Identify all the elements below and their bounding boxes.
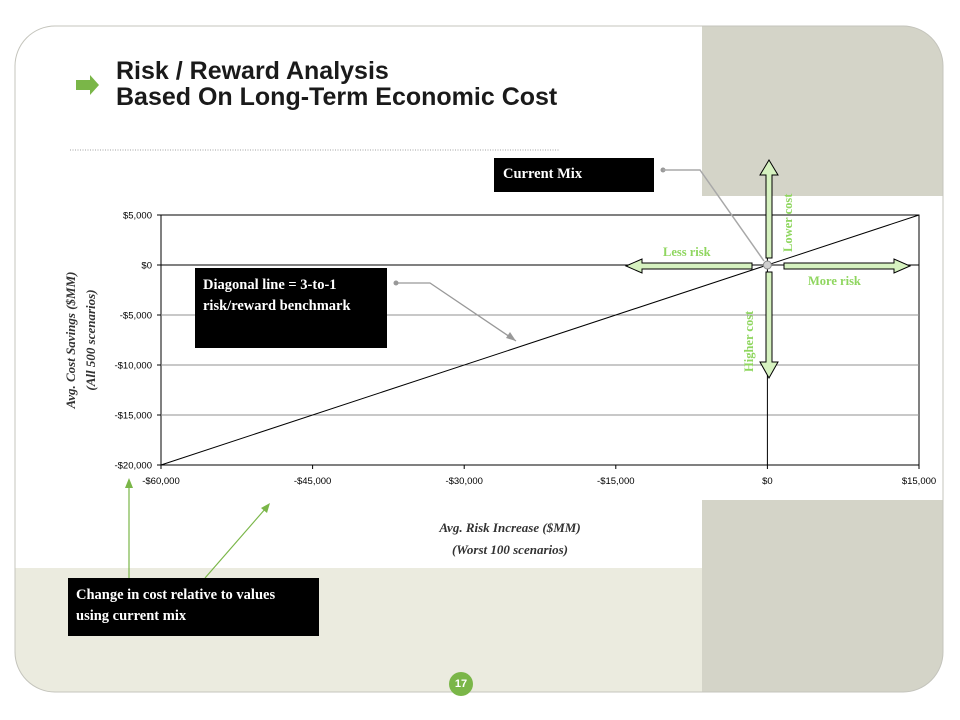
current-mix-pointer xyxy=(663,169,765,262)
change-pointer-right xyxy=(204,507,267,579)
y-axis-title: Avg. Cost Savings ($MM) xyxy=(63,272,78,410)
current-mix-callout-text: Current Mix xyxy=(503,166,583,182)
callout-pointers xyxy=(125,167,765,579)
more-risk-arrow-icon xyxy=(783,258,912,274)
title-line-1: Risk / Reward Analysis xyxy=(116,57,389,85)
x-tick-label: -$45,000 xyxy=(294,476,332,487)
more-risk-label: More risk xyxy=(808,274,861,288)
y-tick-label: -$5,000 xyxy=(120,311,152,322)
change-callout-text: Change in cost relative to values using … xyxy=(76,587,276,624)
x-tick-label: -$30,000 xyxy=(445,476,483,487)
change-pointer-right-arrowhead xyxy=(261,503,270,513)
x-tick-label: -$60,000 xyxy=(142,476,180,487)
lower-cost-label: Lower cost xyxy=(781,193,795,252)
page-number: 17 xyxy=(449,672,473,696)
less-risk-arrow-icon xyxy=(624,258,753,274)
plot-frame xyxy=(160,214,920,466)
y-tick-label: $5,000 xyxy=(123,211,152,222)
lower-cost-arrow-icon xyxy=(759,159,779,259)
y-tick-label: -$15,000 xyxy=(114,411,152,422)
diagonal-callout-text: Diagonal line = 3-to-1 risk/reward bench… xyxy=(203,277,351,314)
y-axis-subtitle: (All 500 scenarios) xyxy=(83,289,98,390)
gray-panel-bottom xyxy=(702,500,943,692)
title-line-2: Based On Long-Term Economic Cost xyxy=(116,83,558,111)
chart-series xyxy=(160,214,920,466)
gray-panel-top xyxy=(702,26,943,196)
x-axis-title: Avg. Risk Increase ($MM) xyxy=(438,520,580,535)
benchmark-diagonal-line xyxy=(160,214,920,466)
direction-arrows: Lower cost Higher cost Less risk More ri… xyxy=(624,159,912,380)
change-callout: Change in cost relative to values using … xyxy=(68,578,319,636)
higher-cost-arrow-icon xyxy=(759,271,779,380)
diagonal-pointer-arrowhead xyxy=(506,332,516,341)
change-pointer-left-arrowhead xyxy=(125,478,133,488)
current-mix-callout: Current Mix xyxy=(494,158,654,192)
y-tick-label: $0 xyxy=(141,261,152,272)
current-mix-point xyxy=(762,260,772,270)
x-tick-label: $15,000 xyxy=(902,476,936,487)
y-tick-label: -$20,000 xyxy=(114,461,152,472)
x-tick-label: $0 xyxy=(762,476,773,487)
x-axis-subtitle: (Worst 100 scenarios) xyxy=(452,542,568,557)
chart-ticks: $5,000 $0 -$5,000 -$10,000 -$15,000 -$20,000 -… xyxy=(114,211,936,488)
x-tick-label: -$15,000 xyxy=(597,476,635,487)
diagonal-callout: Diagonal line = 3-to-1 risk/reward bench… xyxy=(195,268,387,348)
y-tick-label: -$10,000 xyxy=(114,361,152,372)
diagonal-pointer xyxy=(396,282,517,342)
higher-cost-label: Higher cost xyxy=(742,310,756,372)
title-arrow-icon xyxy=(76,75,99,95)
less-risk-label: Less risk xyxy=(663,245,711,259)
